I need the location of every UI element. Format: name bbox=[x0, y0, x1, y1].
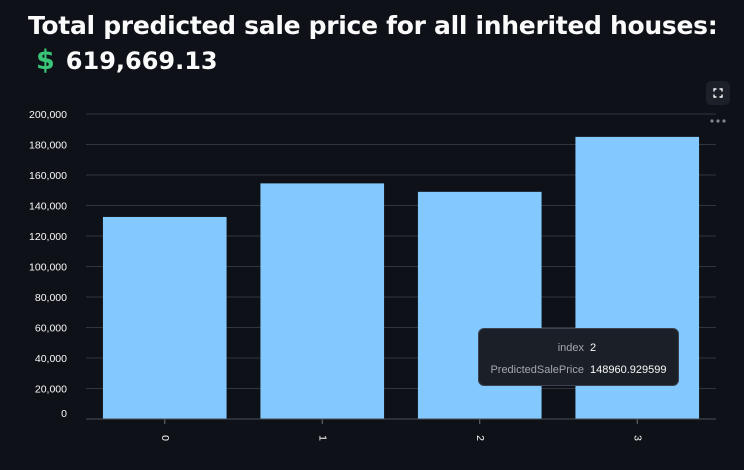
y-tick-label: 0 bbox=[61, 408, 67, 420]
more-options-icon bbox=[710, 119, 726, 123]
y-tick-label: 160,000 bbox=[29, 170, 67, 182]
y-tick-label: 140,000 bbox=[29, 201, 67, 213]
tooltip-value: 2 bbox=[590, 342, 597, 354]
y-tick-label: 40,000 bbox=[35, 353, 67, 365]
total-price-display: $ 619,669.13 bbox=[36, 44, 218, 78]
tooltip-value: 148960.929599 bbox=[590, 364, 667, 376]
chart-actions-button[interactable] bbox=[707, 114, 729, 128]
tooltip-key: PredictedSalePrice bbox=[490, 364, 584, 376]
y-axis: 0 20,000 40,000 60,000 80,000 100,000 120,000 1… bbox=[29, 109, 67, 420]
tooltip-row-price: PredictedSalePrice 148960.929599 bbox=[479, 362, 678, 378]
dollar-sign-icon: $ bbox=[36, 45, 55, 76]
y-tick-label: 60,000 bbox=[35, 323, 67, 335]
fullscreen-button[interactable] bbox=[706, 81, 730, 105]
y-tick-label: 100,000 bbox=[29, 262, 67, 274]
y-tick-label: 120,000 bbox=[29, 231, 67, 243]
fullscreen-icon bbox=[713, 88, 723, 98]
total-price-value: 619,669.13 bbox=[65, 47, 218, 75]
x-tick-label: 0 bbox=[159, 435, 171, 441]
x-tick-label: 1 bbox=[316, 435, 328, 441]
x-tick-label: 3 bbox=[631, 435, 643, 441]
page-title: Total predicted sale price for all inher… bbox=[28, 11, 718, 40]
bar-0[interactable] bbox=[102, 216, 227, 419]
chart-tooltip: index 2 PredictedSalePrice 148960.929599 bbox=[478, 328, 679, 386]
y-tick-label: 180,000 bbox=[29, 140, 67, 152]
y-tick-label: 80,000 bbox=[35, 292, 67, 304]
x-tick-label: 2 bbox=[474, 435, 486, 441]
bar-1[interactable] bbox=[260, 183, 385, 419]
tooltip-row-index: index 2 bbox=[479, 340, 678, 356]
y-tick-label: 20,000 bbox=[35, 384, 67, 396]
tooltip-key: index bbox=[557, 342, 584, 354]
x-axis: 0 1 2 3 bbox=[86, 418, 716, 441]
y-tick-label: 200,000 bbox=[29, 109, 67, 121]
